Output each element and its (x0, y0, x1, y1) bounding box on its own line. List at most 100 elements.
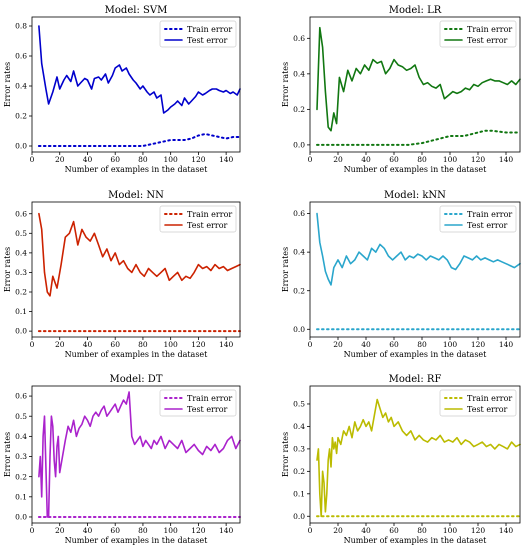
y-tick-label: 0.0 (293, 512, 305, 521)
x-tick-label: 100 (443, 340, 458, 349)
chart-title: Model: DT (109, 374, 162, 385)
plot-frame (309, 201, 521, 338)
y-tick-label: 0.3 (15, 268, 27, 277)
y-tick-label: 0.2 (293, 105, 305, 114)
test-error-line (316, 26, 521, 132)
x-tick-label: 20 (55, 526, 65, 535)
x-tick-label: 40 (361, 340, 371, 349)
x-tick-label: 100 (164, 155, 179, 164)
x-tick-label: 80 (417, 340, 427, 349)
chart-title: Model: kNN (384, 190, 446, 201)
x-tick-label: 20 (55, 155, 65, 164)
chart-4: Model: DT Number of examples in the datas… (3, 374, 241, 545)
legend-entry: Test error (187, 405, 228, 414)
plot-frame (31, 201, 241, 338)
legend-entry: Train error (187, 394, 232, 403)
x-tick-label: 100 (164, 526, 179, 535)
x-tick-label: 0 (308, 340, 313, 349)
legend-entry: Test error (467, 221, 508, 230)
y-axis-label: Error rates (281, 62, 290, 107)
x-tick-label: 20 (333, 155, 343, 164)
x-tick-label: 60 (389, 340, 399, 349)
y-tick-label: 0.2 (293, 286, 305, 295)
y-tick-label: 0.0 (15, 142, 27, 151)
x-tick-label: 40 (83, 526, 93, 535)
y-tick-label: 0.4 (293, 248, 305, 257)
x-tick-label: 20 (333, 526, 343, 535)
x-tick-label: 100 (164, 340, 179, 349)
chart-5: Model: RF Number of examples in the datas… (281, 374, 521, 545)
x-tick-label: 0 (30, 526, 35, 535)
y-axis-label: Error rates (281, 432, 290, 477)
x-tick-label: 140 (499, 155, 514, 164)
y-tick-label: 0.6 (15, 392, 27, 401)
y-tick-label: 0.0 (293, 325, 305, 334)
y-tick-label: 0.8 (15, 22, 27, 31)
x-tick-label: 80 (138, 526, 148, 535)
x-tick-label: 100 (443, 155, 458, 164)
x-tick-label: 60 (389, 526, 399, 535)
x-tick-label: 140 (219, 340, 234, 349)
y-tick-label: 0.5 (293, 400, 305, 409)
y-tick-label: 0.4 (15, 248, 27, 257)
x-tick-label: 60 (110, 155, 120, 164)
x-tick-label: 80 (417, 526, 427, 535)
x-axis-label: Number of examples in the dataset (65, 165, 209, 174)
y-tick-label: 0.0 (15, 513, 27, 522)
test-error-line (38, 25, 241, 114)
x-tick-label: 120 (191, 155, 206, 164)
x-axis-label: Number of examples in the dataset (65, 536, 209, 545)
legend-entry: Test error (187, 36, 228, 45)
x-tick-label: 40 (361, 155, 371, 164)
y-axis-label: Error rates (281, 247, 290, 292)
test-error-line (38, 212, 241, 297)
x-tick-label: 0 (308, 526, 313, 535)
y-axis-label: Error rates (3, 62, 12, 107)
chart-2: Model: NN Number of examples in the datas… (3, 190, 241, 359)
train-error-line (316, 129, 521, 146)
x-tick-label: 80 (417, 155, 427, 164)
train-error-line (37, 133, 241, 147)
x-tick-label: 20 (55, 340, 65, 349)
test-error-line (38, 391, 241, 518)
y-tick-label: 0.3 (293, 444, 305, 453)
x-tick-label: 140 (219, 155, 234, 164)
x-tick-label: 120 (471, 340, 486, 349)
chart-title: Model: NN (108, 190, 164, 201)
legend-entry: Train error (467, 25, 512, 34)
y-tick-label: 0.2 (15, 112, 27, 121)
x-axis-label: Number of examples in the dataset (344, 536, 488, 545)
x-tick-label: 140 (499, 526, 514, 535)
y-tick-label: 0.4 (293, 422, 305, 431)
chart-0: Model: SVM Number of examples in the data… (3, 5, 241, 174)
chart-title: Model: RF (389, 374, 442, 385)
y-tick-label: 0.0 (15, 327, 27, 336)
x-tick-label: 120 (191, 340, 206, 349)
x-axis-label: Number of examples in the dataset (344, 165, 488, 174)
y-tick-label: 0.2 (15, 472, 27, 481)
y-tick-label: 0.1 (15, 492, 27, 501)
x-tick-label: 80 (138, 340, 148, 349)
y-tick-label: 0.6 (293, 34, 305, 43)
legend-entry: Train error (467, 394, 512, 403)
chart-title: Model: LR (389, 5, 442, 16)
legend-entry: Test error (467, 36, 508, 45)
y-tick-label: 0.2 (293, 467, 305, 476)
chart-3: Model: kNN Number of examples in the data… (281, 190, 521, 359)
x-tick-label: 120 (471, 526, 486, 535)
y-tick-label: 0.5 (15, 229, 27, 238)
legend-entry: Test error (467, 405, 508, 414)
x-tick-label: 140 (219, 526, 234, 535)
plot-frame (31, 385, 241, 524)
y-tick-label: 0.0 (293, 140, 305, 149)
chart-title: Model: SVM (105, 5, 168, 16)
x-axis-label: Number of examples in the dataset (344, 350, 488, 359)
x-tick-label: 120 (471, 155, 486, 164)
y-tick-label: 0.2 (15, 288, 27, 297)
x-tick-label: 40 (83, 155, 93, 164)
plot-frame (309, 16, 521, 153)
x-tick-label: 20 (333, 340, 343, 349)
legend-entry: Test error (187, 221, 228, 230)
x-tick-label: 60 (110, 340, 120, 349)
